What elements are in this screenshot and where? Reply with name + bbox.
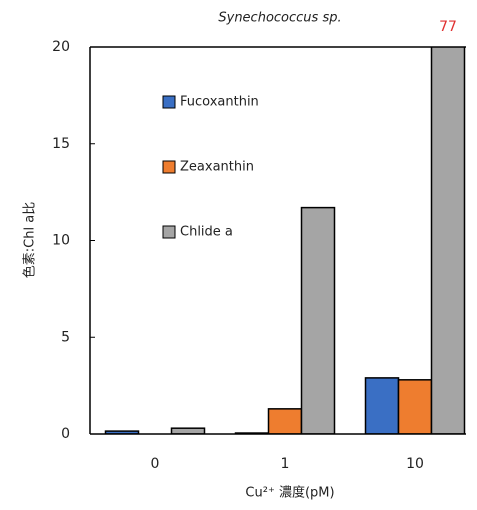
bar <box>364 377 400 434</box>
x-tick-label: 1 <box>281 456 290 472</box>
x-tick-label: 10 <box>406 456 424 472</box>
legend-label: Chlide a <box>180 225 233 240</box>
bar <box>300 206 336 434</box>
plot-area <box>104 47 466 434</box>
overflow-value-label: 77 <box>439 19 457 35</box>
legend-swatch <box>162 160 176 174</box>
bar <box>397 379 433 434</box>
x-tick-label: 0 <box>151 456 160 472</box>
y-tick-label: 0 <box>61 426 70 442</box>
legend-swatch <box>162 225 176 239</box>
y-axis-label: 色素:Chl a比 <box>22 202 38 278</box>
y-tick-label: 20 <box>52 39 70 55</box>
bar <box>170 427 206 434</box>
bar <box>104 430 140 434</box>
y-tick-label: 5 <box>61 329 70 345</box>
legend-label: Fucoxanthin <box>180 95 259 110</box>
legend-swatch <box>162 95 176 109</box>
legend-label: Zeaxanthin <box>180 160 254 175</box>
y-tick-label: 15 <box>52 136 70 152</box>
bar <box>430 47 466 434</box>
bar <box>267 408 303 434</box>
chart-title: Synechococcus sp. <box>218 11 341 26</box>
x-axis-label: Cu²⁺ 濃度(pM) <box>245 485 334 501</box>
y-tick-label: 10 <box>52 233 70 249</box>
